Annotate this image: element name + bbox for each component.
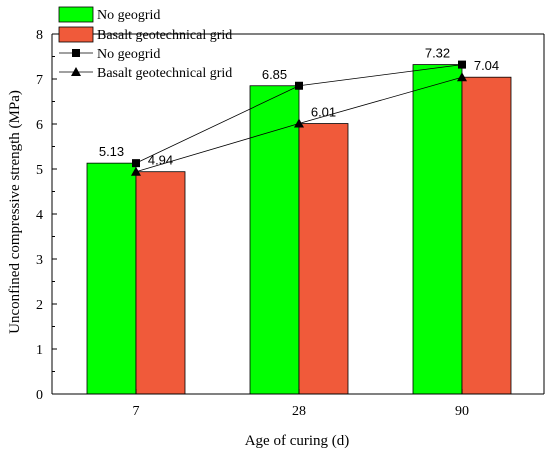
legend-triangle-marker [71,67,81,76]
marker-square-28 [295,81,303,90]
legend-swatch [58,6,94,23]
bar-no-geogrid-7 [86,162,137,395]
axes-layer: 0 1 2 3 4 5 6 7 8 7 28 90 [36,28,545,419]
legend-square-marker [72,49,80,57]
legend-bar-basalt-grid: Basalt geotechnical grid [58,26,232,43]
legend-swatch [58,26,94,43]
data-label-no-geogrid-90: 7.32 [425,46,450,61]
legend-label: No geogrid [97,8,160,23]
data-label-no-geogrid-28: 6.85 [262,67,287,82]
y-tick-label: 8 [36,28,43,43]
x-tick-label-28: 28 [292,404,306,419]
y-axis-title: Unconfined compressive strength (MPa) [7,90,23,334]
y-tick-label: 4 [36,208,43,223]
marker-triangle-90 [457,72,467,82]
y-tick-label: 6 [36,118,43,133]
bar-basalt-grid-90 [461,76,512,395]
legend-bar-no-geogrid: No geogrid [58,6,160,23]
bar-no-geogrid-90 [412,64,463,395]
legend-label: Basalt geotechnical grid [97,28,232,43]
legend-line-no-geogrid: No geogrid [59,47,160,62]
x-axis-title: Age of curing (d) [245,433,350,449]
lines-layer [131,60,467,176]
bar-basalt-grid-28 [298,123,349,395]
marker-triangle-28 [294,118,304,128]
y-tick-label: 1 [36,343,43,358]
legend-label: No geogrid [97,47,160,62]
marker-square-7 [132,159,140,168]
legend-label: Basalt geotechnical grid [97,66,232,81]
y-tick-label: 5 [36,163,43,178]
x-tick-label-90: 90 [455,404,469,419]
bar-no-geogrid-28 [249,85,300,395]
y-tick-label: 3 [36,253,43,268]
data-label-basalt-grid-28: 6.01 [311,105,336,120]
y-tick-label: 7 [36,73,43,88]
y-tick-label: 2 [36,298,43,313]
data-label-basalt-grid-7: 4.94 [148,153,173,168]
bar-basalt-grid-7 [135,171,186,395]
x-tick-label-7: 7 [133,404,140,419]
legend: No geogrid Basalt geotechnical grid No geo… [58,6,232,81]
bars-layer [86,64,512,395]
marker-triangle-7 [131,166,141,176]
marker-square-90 [458,60,466,69]
data-label-basalt-grid-90: 7.04 [474,58,499,73]
legend-line-basalt-grid: Basalt geotechnical grid [59,66,232,81]
y-tick-label: 0 [36,388,43,403]
data-labels-layer: 5.13 6.85 7.32 4.94 6.01 7.04 [99,46,499,168]
data-label-no-geogrid-7: 5.13 [99,144,124,159]
